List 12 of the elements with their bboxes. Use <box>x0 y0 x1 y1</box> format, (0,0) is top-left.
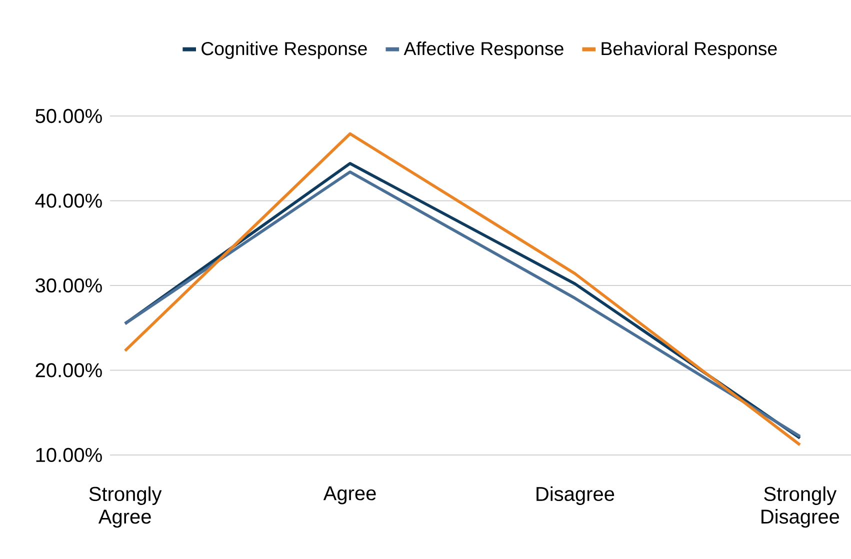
y-tick-label: 30.00% <box>36 278 102 293</box>
y-tick-label: 20.00% <box>36 363 102 378</box>
y-tick-label: 50.00% <box>36 108 102 124</box>
x-tick-label: Disagree <box>536 486 614 505</box>
x-tick-label: Agree <box>323 486 376 504</box>
legend-label: Affective Response <box>404 42 564 59</box>
legend-label: Cognitive Response <box>202 42 367 59</box>
y-tick-label: 40.00% <box>35 194 102 208</box>
x-tick-label: Strongly Disagree <box>762 486 840 528</box>
x-tick-label: Strongly Agree <box>89 486 162 528</box>
legend-label: Behavioral Response <box>602 42 777 59</box>
y-tick-label: 10.00% <box>36 448 102 462</box>
